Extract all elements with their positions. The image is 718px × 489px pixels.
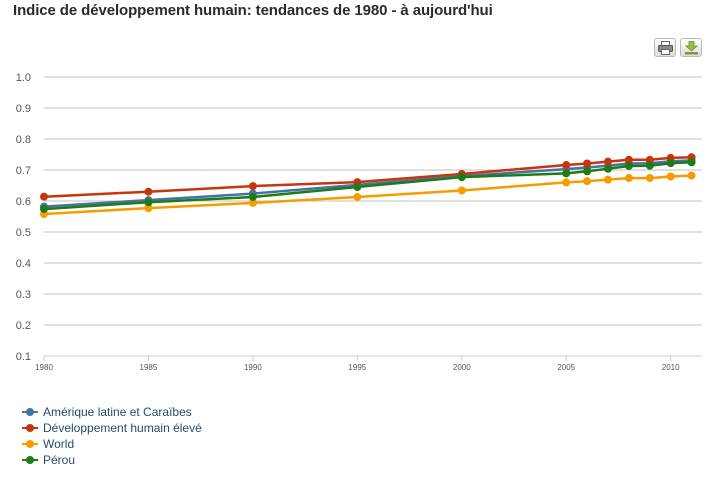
data-point-1-2006[interactable] — [583, 159, 592, 168]
printer-icon — [658, 41, 673, 55]
y-tick-label: 0.9 — [16, 103, 31, 115]
y-tick-label: 0.5 — [16, 227, 31, 239]
x-tick-label: 1980 — [35, 363, 53, 372]
data-point-3-2000[interactable] — [457, 173, 466, 182]
data-point-1-2007[interactable] — [604, 157, 612, 166]
data-point-2-1995[interactable] — [353, 192, 362, 201]
data-point-1-1990[interactable] — [248, 182, 257, 191]
data-point-3-1990[interactable] — [248, 192, 257, 201]
legend-label: World — [43, 437, 75, 451]
data-point-2-2005[interactable] — [562, 178, 571, 187]
y-tick-label: 0.4 — [16, 258, 31, 270]
series-line-3[interactable] — [42, 161, 693, 211]
data-point-2-2006[interactable] — [583, 177, 592, 186]
data-point-3-2008[interactable] — [624, 161, 633, 170]
legend-item-0[interactable]: Amérique latine et Caraïbes — [22, 404, 202, 420]
x-tick-label: 2005 — [557, 363, 575, 372]
data-point-3-2006[interactable] — [583, 167, 592, 176]
legend-label: Développement humain élevé — [43, 421, 202, 435]
series-line-0[interactable] — [42, 159, 693, 208]
legend-marker — [22, 407, 38, 417]
x-tick-label: 1990 — [244, 363, 262, 372]
y-tick-label: 0.7 — [16, 165, 31, 177]
y-tick-label: 0.2 — [16, 320, 31, 332]
data-point-1-2009[interactable] — [645, 155, 654, 164]
data-point-2-2009[interactable] — [645, 174, 654, 183]
legend-label: Pérou — [43, 453, 76, 467]
data-point-1-2005[interactable] — [562, 161, 571, 170]
data-point-3-2011[interactable] — [687, 158, 696, 167]
data-point-2-1985[interactable] — [144, 204, 153, 213]
y-tick-label: 1.0 — [16, 72, 31, 84]
export-button[interactable] — [680, 38, 702, 57]
data-point-2-1990[interactable] — [248, 198, 257, 207]
legend-dot — [26, 424, 34, 432]
data-point-2-2008[interactable] — [624, 174, 633, 183]
data-point-2-2000[interactable] — [457, 186, 466, 195]
y-tick-label: 0.3 — [16, 289, 31, 301]
data-point-2-2011[interactable] — [687, 171, 696, 180]
legend-dot — [26, 408, 34, 416]
legend-marker — [22, 455, 38, 465]
data-point-2-2007[interactable] — [604, 175, 612, 184]
data-point-3-2005[interactable] — [562, 169, 571, 178]
data-point-3-2009[interactable] — [645, 161, 654, 170]
legend-item-3[interactable]: Pérou — [22, 452, 202, 468]
x-tick-label: 2010 — [662, 363, 680, 372]
series-line-1[interactable] — [42, 156, 693, 198]
legend: Amérique latine et Caraïbes Développement… — [22, 404, 202, 468]
legend-item-1[interactable]: Développement humain élevé — [22, 420, 202, 436]
legend-item-2[interactable]: World — [22, 436, 202, 452]
y-tick-label: 0.8 — [16, 134, 31, 146]
data-point-1-1985[interactable] — [144, 187, 153, 196]
y-tick-label: 0.6 — [16, 196, 31, 208]
legend-dot — [26, 456, 34, 464]
legend-label: Amérique latine et Caraïbes — [43, 405, 192, 419]
data-point-1-1980[interactable] — [40, 192, 48, 201]
legend-marker — [22, 439, 38, 449]
data-point-3-2010[interactable] — [666, 159, 675, 168]
data-point-3-2007[interactable] — [604, 164, 612, 173]
x-tick-label: 2000 — [453, 363, 471, 372]
chart-title: Indice de développement humain: tendance… — [13, 2, 493, 19]
data-point-3-1995[interactable] — [353, 183, 362, 192]
data-point-3-1985[interactable] — [144, 198, 153, 207]
print-button[interactable] — [654, 38, 676, 57]
y-tick-label: 0.1 — [16, 351, 31, 363]
legend-dot — [26, 440, 34, 448]
legend-marker — [22, 423, 38, 433]
download-icon — [684, 41, 699, 55]
data-point-2-2010[interactable] — [666, 172, 675, 181]
data-point-1-2008[interactable] — [624, 155, 633, 164]
data-point-3-1980[interactable] — [40, 205, 48, 214]
x-tick-label: 1985 — [140, 363, 158, 372]
x-tick-label: 1995 — [348, 363, 366, 372]
line-chart: 0.1 0.2 0.3 0.4 0.5 0.6 0.7 0.8 0.9 1.0 1980 1985 19… — [16, 72, 702, 372]
